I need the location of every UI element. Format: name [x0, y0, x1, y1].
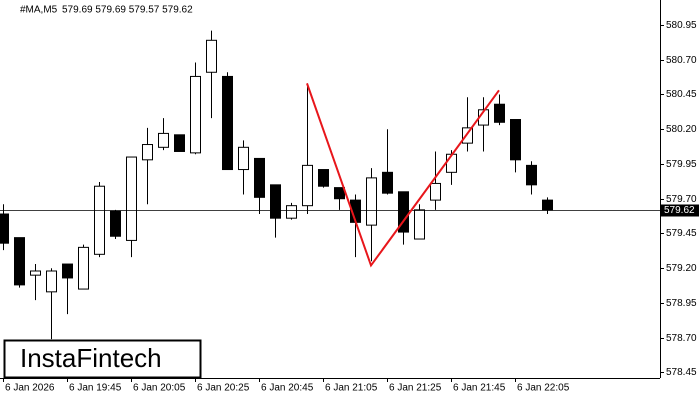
candle-body	[398, 191, 409, 233]
candle-body	[510, 119, 521, 161]
candle-body	[318, 169, 329, 187]
x-tick-label: 6 Jan 21:45	[453, 383, 506, 394]
x-tick-label: 6 Jan 20:05	[133, 383, 186, 394]
candle-body	[382, 171, 393, 194]
candle-body	[334, 187, 345, 200]
y-tick-label: 579.70	[666, 194, 697, 205]
x-tick-label: 6 Jan 22:05	[517, 383, 570, 394]
y-tick-label: 578.70	[666, 333, 697, 344]
candle-body	[542, 199, 553, 211]
price-label-box	[661, 204, 699, 217]
x-tick-label: 6 Jan 20:45	[261, 383, 314, 394]
candle-body	[462, 127, 473, 144]
logo: InstaFintech	[20, 343, 162, 373]
y-tick-label: 578.45	[666, 367, 697, 378]
ohlc-label: 579.69 579.69 579.57 579.62	[62, 5, 193, 16]
candle-body	[78, 246, 89, 290]
candle-body	[174, 134, 185, 152]
x-tick-label: 6 Jan 21:05	[325, 383, 378, 394]
y-tick-label: 580.45	[666, 89, 697, 100]
candle-body	[286, 205, 297, 219]
candle-body	[206, 39, 217, 73]
candle-body	[366, 177, 377, 226]
candle-body	[142, 144, 153, 161]
candle-body	[302, 164, 313, 207]
candle-body	[158, 132, 169, 148]
candle-body	[254, 157, 265, 198]
x-tick-label: 6 Jan 21:25	[389, 383, 442, 394]
candle-body	[414, 209, 425, 240]
candle-body	[0, 213, 9, 244]
y-tick-label: 580.20	[666, 124, 697, 135]
price-label: 579.62	[664, 205, 695, 216]
candle-body	[238, 146, 249, 171]
candle-body	[494, 103, 505, 123]
candle-body	[270, 184, 281, 219]
x-tick-label: 6 Jan 19:45	[69, 383, 122, 394]
y-tick-label: 580.95	[666, 20, 697, 31]
candle-body	[94, 185, 105, 255]
candle-body	[222, 75, 233, 171]
y-tick-label: 580.70	[666, 55, 697, 66]
candles	[0, 30, 553, 340]
x-tick-label: 6 Jan 2026	[5, 383, 55, 394]
candle-body	[430, 182, 441, 201]
y-tick-label: 579.45	[666, 228, 697, 239]
candle-body	[30, 270, 41, 276]
pattern-line	[306, 83, 500, 268]
candle-body	[46, 270, 57, 293]
y-tick-label: 579.95	[666, 159, 697, 170]
x-tick-label: 6 Jan 20:25	[197, 383, 250, 394]
symbol: #MA,M5	[20, 5, 58, 16]
candle-body	[526, 164, 537, 186]
y-tick-label: 578.95	[666, 298, 697, 309]
candle-body	[14, 237, 25, 286]
candle-body	[190, 75, 201, 154]
candle-body	[110, 210, 121, 237]
candle-body	[62, 263, 73, 279]
candle-body	[126, 156, 137, 241]
y-tick-label: 579.20	[666, 263, 697, 274]
logo-box	[3, 339, 202, 379]
